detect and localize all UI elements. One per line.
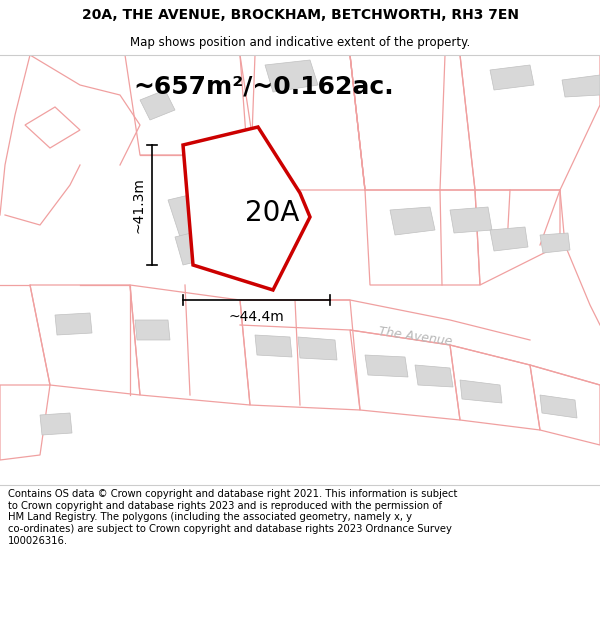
Text: The Avenue: The Avenue: [377, 326, 453, 349]
Polygon shape: [40, 413, 72, 435]
Text: ~44.4m: ~44.4m: [229, 310, 284, 324]
Polygon shape: [390, 207, 435, 235]
Polygon shape: [540, 395, 577, 418]
Polygon shape: [460, 380, 502, 403]
Polygon shape: [135, 320, 170, 340]
Polygon shape: [450, 207, 492, 233]
Polygon shape: [168, 190, 222, 237]
Polygon shape: [490, 65, 534, 90]
Polygon shape: [265, 60, 318, 92]
Text: 20A, THE AVENUE, BROCKHAM, BETCHWORTH, RH3 7EN: 20A, THE AVENUE, BROCKHAM, BETCHWORTH, R…: [82, 8, 518, 22]
Polygon shape: [55, 313, 92, 335]
Polygon shape: [183, 127, 310, 290]
Polygon shape: [175, 227, 224, 265]
Polygon shape: [298, 337, 337, 360]
Text: 20A: 20A: [245, 199, 299, 227]
Text: Map shows position and indicative extent of the property.: Map shows position and indicative extent…: [130, 36, 470, 49]
Text: ~41.3m: ~41.3m: [131, 177, 145, 233]
Polygon shape: [562, 75, 600, 97]
Text: ~657m²/~0.162ac.: ~657m²/~0.162ac.: [133, 75, 394, 99]
Polygon shape: [540, 233, 570, 253]
Polygon shape: [490, 227, 528, 251]
Polygon shape: [415, 365, 453, 387]
Polygon shape: [255, 335, 292, 357]
Polygon shape: [365, 355, 408, 377]
Polygon shape: [140, 90, 175, 120]
Text: Contains OS data © Crown copyright and database right 2021. This information is : Contains OS data © Crown copyright and d…: [8, 489, 457, 546]
